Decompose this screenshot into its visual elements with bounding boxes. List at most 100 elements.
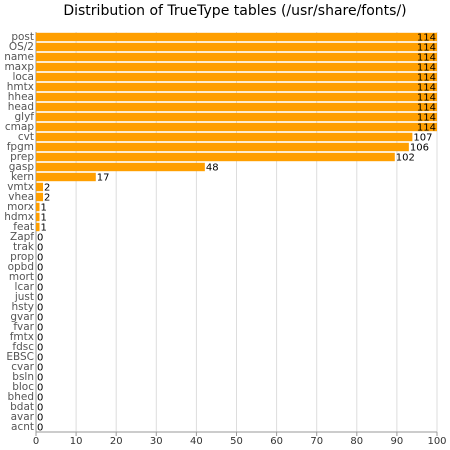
y-tick-label: glyf [15,111,35,123]
y-tick-label: kern [11,171,34,183]
x-tick-label: 0 [33,436,39,447]
x-tick-label: 60 [270,436,283,447]
y-tick-label: EBSC [6,351,34,363]
x-tick-label: 20 [110,436,123,447]
value-label: 0 [37,243,43,254]
y-tick-label: bdat [10,401,34,413]
bar [36,62,437,72]
y-tick-label: OS/2 [9,41,34,53]
x-tick-label: 30 [150,436,163,447]
value-label: 114 [417,123,436,134]
x-tick-label: 40 [190,436,203,447]
value-label: 17 [97,173,110,184]
value-label: 114 [417,73,436,84]
bar [36,32,437,42]
value-label: 0 [37,393,43,404]
bar [36,52,437,62]
bar [36,72,437,82]
bar [36,182,44,192]
bar [36,112,437,122]
y-tick-label: bhed [8,391,34,403]
y-tick-label: maxp [4,61,34,73]
y-tick-label: trak [13,241,35,253]
y-tick-label: fmtx [10,331,34,343]
y-tick-label: cmap [5,121,34,133]
y-tick-label: just [14,291,34,303]
y-tick-label: gvar [10,311,34,323]
y-tick-label: fdsc [12,341,34,353]
y-tick-label: vmtx [7,181,34,193]
value-label: 1 [41,203,47,214]
value-label: 114 [417,93,436,104]
y-tick-label: bloc [12,381,34,393]
value-label: 1 [41,213,47,224]
value-label: 0 [37,413,43,424]
y-tick-label: morx [7,201,34,213]
y-tick-label: vhea [8,191,34,203]
value-label: 0 [37,233,43,244]
x-tick-label: 70 [310,436,323,447]
bar [36,132,413,142]
value-label: 114 [417,33,436,44]
value-label: 102 [396,153,415,164]
value-label: 0 [37,263,43,274]
y-tick-label: cvt [18,131,34,143]
value-label: 0 [37,403,43,414]
bar [36,42,437,52]
bar [36,152,395,162]
value-label: 2 [44,193,50,204]
value-label: 2 [44,183,50,194]
y-tick-label: hsty [12,301,34,313]
y-tick-label: hhea [8,91,34,103]
bar [36,192,44,202]
y-tick-label: hmtx [7,81,34,93]
y-tick-label: gasp [9,161,35,173]
y-tick-label: avar [11,411,35,423]
x-tick-label: 80 [350,436,363,447]
bar [36,102,437,112]
y-tick-label: acnt [11,421,34,433]
bar [36,122,437,132]
value-label: 0 [37,283,43,294]
y-tick-label: feat [13,221,34,233]
y-tick-label: loca [12,71,34,83]
y-tick-label: mort [9,271,34,283]
value-label: 0 [37,253,43,264]
bar [36,172,96,182]
bar [36,202,40,212]
y-tick-label: fpgm [7,141,34,153]
bar [36,222,40,232]
chart-title: Distribution of TrueType tables (/usr/sh… [63,3,406,19]
y-tick-label: post [11,31,34,43]
y-tick-label: Zapf [10,231,34,243]
value-label: 0 [37,423,43,434]
value-label: 0 [37,293,43,304]
value-label: 106 [410,143,429,154]
value-label: 48 [206,163,219,174]
value-label: 0 [37,343,43,354]
x-tick-label: 10 [70,436,83,447]
y-tick-label: head [8,101,34,113]
value-label: 114 [417,113,436,124]
value-label: 114 [417,63,436,74]
x-tick-label: 100 [427,436,446,447]
value-label: 1 [41,223,47,234]
bar [36,142,409,152]
bar [36,92,437,102]
y-tick-label: fvar [13,321,34,333]
value-label: 114 [417,103,436,114]
y-tick-label: hdmx [4,211,34,223]
value-label: 0 [37,313,43,324]
value-label: 0 [37,323,43,334]
value-label: 114 [417,53,436,64]
x-tick-label: 50 [230,436,243,447]
bar [36,162,205,172]
y-tick-label: prop [10,251,34,263]
value-label: 0 [37,303,43,314]
y-tick-label: lcar [15,281,35,293]
value-label: 0 [37,273,43,284]
value-label: 0 [37,333,43,344]
value-label: 0 [37,383,43,394]
bar [36,82,437,92]
